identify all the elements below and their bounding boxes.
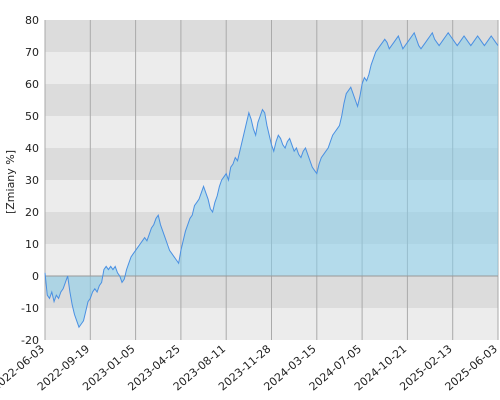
y-axis-ticks: -20 -10 0 10 20 30 40 50 60 70 80 [21,14,39,347]
y-tick-label: 60 [25,78,39,91]
x-axis-ticks: 2022-06-032022-09-192023-01-052023-04-25… [0,342,500,393]
y-tick-label: 50 [25,110,39,123]
y-axis-label: [Zmiany %] [4,150,17,214]
y-tick-label: 70 [25,46,39,59]
y-tick-label: 0 [32,270,39,283]
y-tick-label: 30 [25,174,39,187]
y-tick-label: -20 [21,334,39,347]
y-tick-label: -10 [21,302,39,315]
y-tick-label: 40 [25,142,39,155]
y-tick-label: 10 [25,238,39,251]
y-tick-label: 20 [25,206,39,219]
series-line [44,31,499,329]
series-area-fill [45,32,498,328]
series-line-layer [44,31,499,329]
series-area [45,32,498,328]
y-tick-label: 80 [25,14,39,27]
